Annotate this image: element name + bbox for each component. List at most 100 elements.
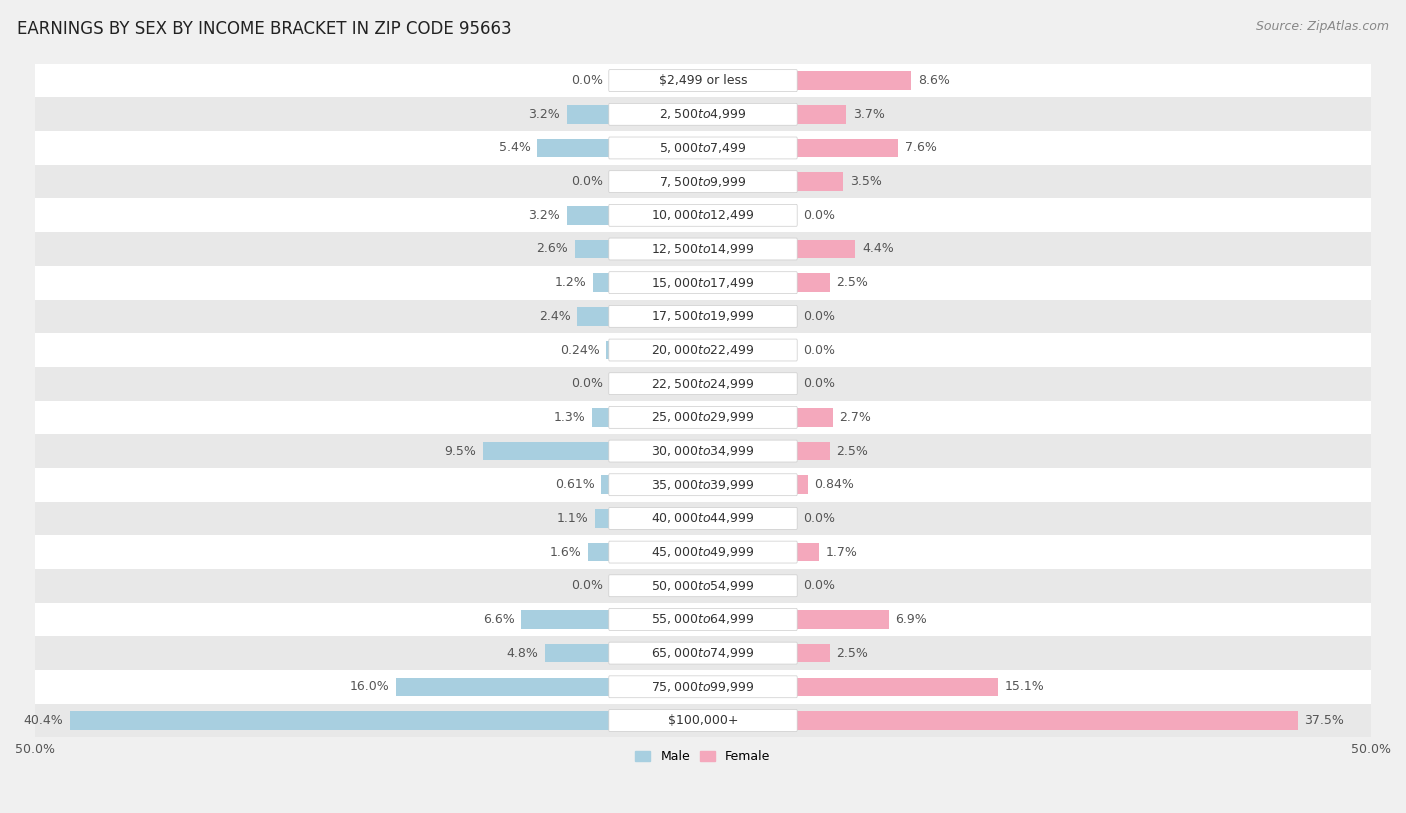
Text: 3.7%: 3.7% (852, 108, 884, 121)
Text: $55,000 to $64,999: $55,000 to $64,999 (651, 612, 755, 627)
Text: 2.5%: 2.5% (837, 445, 869, 458)
Bar (35, 434, 1371, 468)
FancyBboxPatch shape (609, 272, 797, 293)
Text: $100,000+: $100,000+ (668, 714, 738, 727)
Text: 0.0%: 0.0% (803, 579, 835, 592)
Bar (567, 105, 609, 124)
Text: 16.0%: 16.0% (349, 680, 389, 693)
FancyBboxPatch shape (609, 642, 797, 664)
Text: 2.4%: 2.4% (538, 310, 571, 323)
Text: $30,000 to $34,999: $30,000 to $34,999 (651, 444, 755, 458)
Text: 1.7%: 1.7% (825, 546, 858, 559)
Text: 0.0%: 0.0% (803, 344, 835, 357)
Bar (35, 569, 1371, 602)
FancyBboxPatch shape (609, 507, 797, 529)
Text: $65,000 to $74,999: $65,000 to $74,999 (651, 646, 755, 660)
Bar (797, 543, 820, 561)
Bar (797, 105, 846, 124)
Text: 0.61%: 0.61% (555, 478, 595, 491)
Bar (797, 711, 1298, 730)
Text: 2.6%: 2.6% (536, 242, 568, 255)
Bar (606, 341, 609, 359)
Bar (395, 677, 609, 696)
Bar (578, 307, 609, 326)
Bar (35, 98, 1371, 131)
Text: 4.4%: 4.4% (862, 242, 894, 255)
Bar (797, 72, 911, 90)
Bar (35, 233, 1371, 266)
Text: 0.0%: 0.0% (803, 377, 835, 390)
Text: $20,000 to $22,499: $20,000 to $22,499 (651, 343, 755, 357)
FancyBboxPatch shape (609, 575, 797, 597)
Bar (797, 644, 830, 663)
Bar (593, 273, 609, 292)
FancyBboxPatch shape (609, 676, 797, 698)
Bar (595, 509, 609, 528)
Bar (35, 468, 1371, 502)
FancyBboxPatch shape (609, 103, 797, 125)
Text: $75,000 to $99,999: $75,000 to $99,999 (651, 680, 755, 693)
Text: 0.0%: 0.0% (803, 512, 835, 525)
FancyBboxPatch shape (609, 541, 797, 563)
Bar (797, 139, 898, 157)
Bar (35, 131, 1371, 165)
Bar (70, 711, 609, 730)
Text: $25,000 to $29,999: $25,000 to $29,999 (651, 411, 755, 424)
Text: $12,500 to $14,999: $12,500 to $14,999 (651, 242, 755, 256)
Text: 6.6%: 6.6% (482, 613, 515, 626)
Bar (797, 441, 830, 460)
Text: 8.6%: 8.6% (918, 74, 950, 87)
Text: 15.1%: 15.1% (1005, 680, 1045, 693)
Bar (797, 476, 807, 494)
Text: 2.5%: 2.5% (837, 276, 869, 289)
FancyBboxPatch shape (609, 406, 797, 428)
Text: 7.6%: 7.6% (904, 141, 936, 154)
Bar (35, 535, 1371, 569)
Text: EARNINGS BY SEX BY INCOME BRACKET IN ZIP CODE 95663: EARNINGS BY SEX BY INCOME BRACKET IN ZIP… (17, 20, 512, 38)
Text: 0.24%: 0.24% (560, 344, 599, 357)
FancyBboxPatch shape (609, 339, 797, 361)
Bar (35, 401, 1371, 434)
Text: $5,000 to $7,499: $5,000 to $7,499 (659, 141, 747, 155)
Bar (522, 611, 609, 628)
Bar (482, 441, 609, 460)
Bar (35, 266, 1371, 299)
Bar (797, 273, 830, 292)
Text: 0.0%: 0.0% (803, 209, 835, 222)
Bar (797, 677, 998, 696)
Bar (588, 543, 609, 561)
FancyBboxPatch shape (609, 70, 797, 92)
Text: 0.0%: 0.0% (571, 579, 603, 592)
FancyBboxPatch shape (609, 137, 797, 159)
Bar (797, 172, 844, 191)
Text: 0.84%: 0.84% (814, 478, 855, 491)
FancyBboxPatch shape (609, 372, 797, 394)
Bar (35, 670, 1371, 703)
Text: Source: ZipAtlas.com: Source: ZipAtlas.com (1256, 20, 1389, 33)
Text: $45,000 to $49,999: $45,000 to $49,999 (651, 545, 755, 559)
Text: 6.9%: 6.9% (896, 613, 927, 626)
Text: $35,000 to $39,999: $35,000 to $39,999 (651, 478, 755, 492)
Bar (602, 476, 609, 494)
Text: $17,500 to $19,999: $17,500 to $19,999 (651, 310, 755, 324)
Text: 2.5%: 2.5% (837, 646, 869, 659)
Legend: Male, Female: Male, Female (630, 745, 776, 768)
FancyBboxPatch shape (609, 608, 797, 630)
Bar (567, 206, 609, 224)
Text: 0.0%: 0.0% (803, 310, 835, 323)
FancyBboxPatch shape (609, 238, 797, 260)
Text: 9.5%: 9.5% (444, 445, 475, 458)
Bar (797, 240, 855, 259)
Bar (797, 611, 889, 628)
Text: 1.6%: 1.6% (550, 546, 582, 559)
Text: 40.4%: 40.4% (24, 714, 63, 727)
Bar (575, 240, 609, 259)
Bar (35, 502, 1371, 535)
FancyBboxPatch shape (609, 474, 797, 496)
Text: 0.0%: 0.0% (571, 377, 603, 390)
Bar (35, 333, 1371, 367)
Bar (35, 637, 1371, 670)
Bar (592, 408, 609, 427)
Text: 1.2%: 1.2% (555, 276, 586, 289)
Text: 1.1%: 1.1% (557, 512, 588, 525)
